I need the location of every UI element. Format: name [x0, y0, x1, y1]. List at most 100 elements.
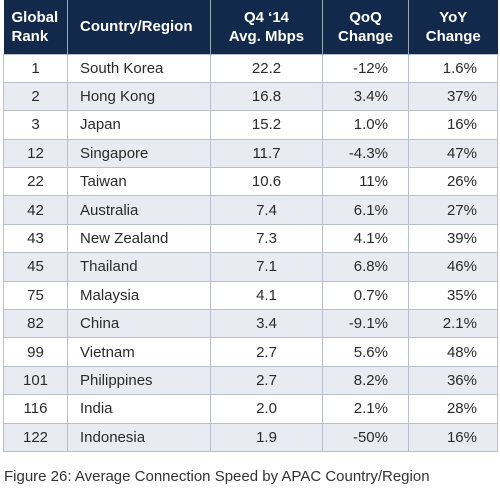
speed-table-container: Global Rank Country/Region Q4 ‘14 Avg. M…: [3, 0, 498, 452]
speed-cell: 4.1: [210, 280, 323, 311]
qoq-cell: 8.2%: [322, 365, 409, 396]
header-row: Global Rank Country/Region Q4 ‘14 Avg. M…: [3, 0, 498, 54]
header-yoy-change: YoY Change: [408, 0, 498, 54]
qoq-cell: 1.0%: [322, 110, 409, 140]
rank-cell: 22: [3, 167, 68, 197]
speed-cell: 10.6: [210, 167, 323, 197]
qoq-cell: 6.8%: [322, 252, 409, 282]
qoq-cell: -50%: [322, 422, 409, 452]
qoq-cell: -4.3%: [322, 138, 409, 169]
header-rank-line-1: Global: [11, 8, 59, 26]
table-row: 82 China 3.4 -9.1% 2.1%: [3, 309, 498, 339]
speed-cell: 1.9: [210, 422, 323, 452]
speed-cell: 3.4: [210, 309, 323, 339]
speed-cell: 2.7: [210, 337, 323, 367]
header-avg-mbps: Q4 ‘14 Avg. Mbps: [210, 0, 323, 54]
country-cell: Japan: [67, 110, 211, 140]
country-cell: New Zealand: [67, 223, 211, 254]
yoy-cell: 26%: [408, 167, 498, 197]
qoq-cell: -9.1%: [322, 309, 409, 339]
rank-cell: 12: [3, 138, 68, 169]
header-rank-line-2: Rank: [11, 27, 49, 45]
table-body: 1 South Korea 22.2 -12% 1.6% 2 Hong Kong…: [3, 53, 498, 452]
header-global-rank: Global Rank: [3, 0, 68, 54]
country-cell: Taiwan: [67, 167, 211, 197]
speed-cell: 7.1: [210, 252, 323, 282]
yoy-cell: 28%: [408, 394, 498, 424]
country-cell: Hong Kong: [67, 81, 211, 112]
table-row: 43 New Zealand 7.3 4.1% 39%: [3, 223, 498, 254]
country-cell: Indonesia: [67, 422, 211, 452]
header-speed-line-2: Avg. Mbps: [228, 27, 305, 45]
rank-cell: 116: [3, 394, 68, 424]
header-country-region: Country/Region: [67, 0, 211, 54]
figure-caption: Figure 26: Average Connection Speed by A…: [4, 468, 430, 485]
header-qoq-line-1: QoQ: [349, 8, 382, 26]
yoy-cell: 36%: [408, 365, 498, 396]
speed-cell: 7.3: [210, 223, 323, 254]
table-header: Global Rank Country/Region Q4 ‘14 Avg. M…: [3, 0, 498, 54]
yoy-cell: 46%: [408, 252, 498, 282]
country-cell: Vietnam: [67, 337, 211, 367]
rank-cell: 42: [3, 195, 68, 225]
connection-speed-table: Global Rank Country/Region Q4 ‘14 Avg. M…: [3, 0, 498, 452]
rank-cell: 1: [3, 53, 68, 83]
yoy-cell: 35%: [408, 280, 498, 311]
country-cell: Philippines: [67, 365, 211, 396]
rank-cell: 2: [3, 81, 68, 112]
yoy-cell: 39%: [408, 223, 498, 254]
rank-cell: 99: [3, 337, 68, 367]
yoy-cell: 27%: [408, 195, 498, 225]
rank-cell: 122: [3, 422, 68, 452]
rank-cell: 43: [3, 223, 68, 254]
country-cell: South Korea: [67, 53, 211, 83]
header-qoq-line-2: Change: [337, 27, 393, 45]
table-row: 2 Hong Kong 16.8 3.4% 37%: [3, 81, 498, 112]
country-cell: Malaysia: [67, 280, 211, 311]
yoy-cell: 2.1%: [408, 309, 498, 339]
rank-cell: 101: [3, 365, 68, 396]
yoy-cell: 47%: [408, 138, 498, 169]
yoy-cell: 16%: [408, 422, 498, 452]
table-row: 12 Singapore 11.7 -4.3% 47%: [3, 138, 498, 169]
table-row: 42 Australia 7.4 6.1% 27%: [3, 195, 498, 225]
speed-cell: 2.0: [210, 394, 323, 424]
country-cell: Australia: [67, 195, 211, 225]
qoq-cell: -12%: [322, 53, 409, 83]
table-row: 3 Japan 15.2 1.0% 16%: [3, 110, 498, 140]
table-row: 122 Indonesia 1.9 -50% 16%: [3, 422, 498, 452]
header-speed-line-1: Q4 ‘14: [243, 8, 290, 26]
qoq-cell: 5.6%: [322, 337, 409, 367]
yoy-cell: 37%: [408, 81, 498, 112]
country-cell: China: [67, 309, 211, 339]
yoy-cell: 1.6%: [408, 53, 498, 83]
table-row: 99 Vietnam 2.7 5.6% 48%: [3, 337, 498, 367]
rank-cell: 45: [3, 252, 68, 282]
qoq-cell: 3.4%: [322, 81, 409, 112]
header-country-line-1: Country/Region: [80, 18, 193, 36]
rank-cell: 82: [3, 309, 68, 339]
speed-cell: 16.8: [210, 81, 323, 112]
header-yoy-line-1: YoY: [439, 8, 468, 26]
speed-cell: 11.7: [210, 138, 323, 169]
table-row: 1 South Korea 22.2 -12% 1.6%: [3, 53, 498, 83]
qoq-cell: 4.1%: [322, 223, 409, 254]
speed-cell: 7.4: [210, 195, 323, 225]
qoq-cell: 2.1%: [322, 394, 409, 424]
table-row: 116 India 2.0 2.1% 28%: [3, 394, 498, 424]
qoq-cell: 0.7%: [322, 280, 409, 311]
qoq-cell: 6.1%: [322, 195, 409, 225]
table-row: 101 Philippines 2.7 8.2% 36%: [3, 365, 498, 396]
rank-cell: 75: [3, 280, 68, 311]
country-cell: Singapore: [67, 138, 211, 169]
rank-cell: 3: [3, 110, 68, 140]
yoy-cell: 16%: [408, 110, 498, 140]
country-cell: India: [67, 394, 211, 424]
speed-cell: 2.7: [210, 365, 323, 396]
table-row: 45 Thailand 7.1 6.8% 46%: [3, 252, 498, 282]
speed-cell: 22.2: [210, 53, 323, 83]
table-row: 22 Taiwan 10.6 11% 26%: [3, 167, 498, 197]
speed-cell: 15.2: [210, 110, 323, 140]
qoq-cell: 11%: [322, 167, 409, 197]
header-qoq-change: QoQ Change: [322, 0, 409, 54]
